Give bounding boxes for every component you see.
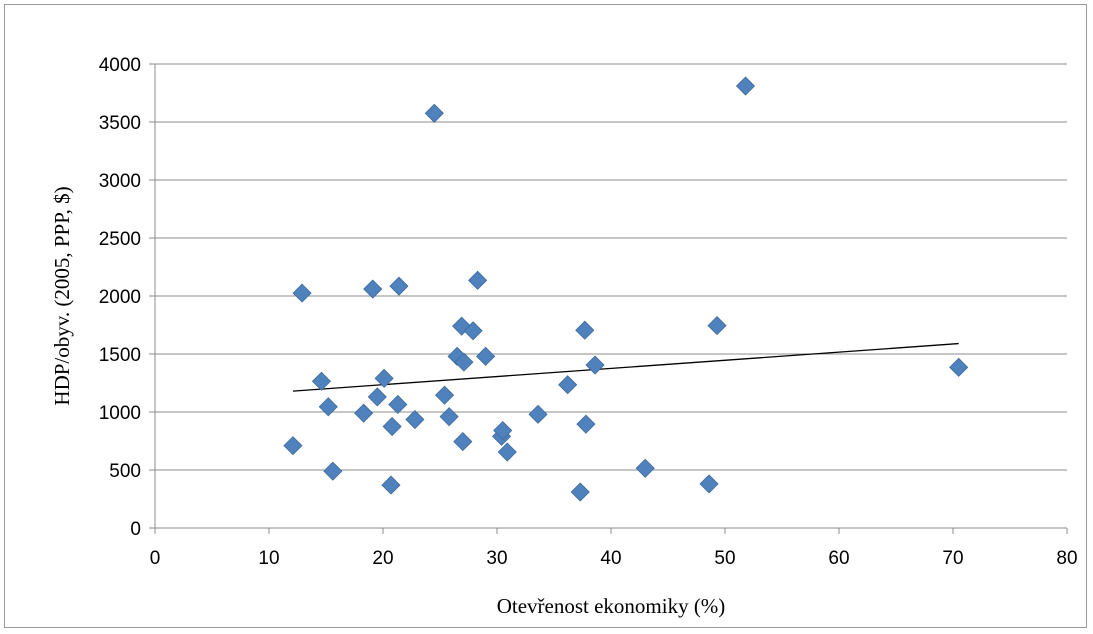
data-point (381, 475, 401, 495)
data-point (453, 432, 473, 452)
y-tick-label: 1500 (99, 345, 141, 366)
x-tick-label: 40 (600, 548, 621, 569)
data-point (323, 461, 343, 481)
data-point (497, 442, 517, 462)
data-point (434, 385, 455, 405)
axes (149, 63, 1068, 534)
x-tick-label: 30 (486, 548, 507, 569)
x-tick-label: 20 (372, 548, 393, 569)
data-point (382, 416, 402, 437)
y-tick-label: 0 (130, 519, 141, 540)
data-point (354, 403, 374, 423)
x-tick-label: 10 (258, 548, 279, 569)
x-tick-label: 0 (150, 548, 161, 569)
data-point (283, 436, 303, 456)
data-point (374, 368, 394, 388)
y-tick-label: 3500 (99, 113, 141, 134)
data-point (707, 316, 727, 336)
x-tick-label: 50 (714, 548, 735, 569)
data-point (576, 414, 596, 434)
data-point (735, 76, 756, 96)
data-point (463, 321, 483, 341)
y-tick-labels: 0 500 1000 1500 2000 2500 3000 3500 4000 (99, 55, 141, 540)
y-tick-label: 1000 (99, 403, 141, 424)
x-tick-label: 60 (828, 548, 849, 569)
y-tick-label: 500 (109, 461, 141, 482)
data-point (476, 346, 496, 366)
data-point (367, 387, 387, 407)
data-points (283, 76, 969, 502)
data-point (585, 355, 605, 375)
data-point (699, 474, 719, 494)
x-axis-title: Otevřenost ekonomiky (%) (497, 594, 726, 618)
trendline-group (292, 342, 959, 392)
data-point (949, 357, 969, 377)
data-point (363, 279, 383, 299)
data-point (405, 409, 425, 430)
y-tick-label: 2500 (99, 229, 141, 250)
x-tick-labels: 0 10 20 30 40 50 60 70 80 (150, 548, 1078, 569)
data-point (318, 397, 338, 417)
y-axis-title: HDP/obyv. (2005, PPP, $) (50, 186, 74, 405)
data-point (493, 420, 513, 441)
data-point (424, 103, 444, 123)
data-point (468, 270, 488, 290)
data-point (311, 371, 332, 391)
y-tick-label: 2000 (99, 287, 141, 308)
data-point (454, 352, 474, 372)
y-tick-label: 4000 (99, 55, 141, 76)
data-point (292, 283, 312, 303)
y-tick-label: 3000 (99, 171, 141, 192)
data-point (528, 404, 548, 424)
x-tick-label: 70 (942, 548, 963, 569)
data-point (389, 276, 409, 296)
trendline (292, 342, 959, 392)
data-point (388, 394, 408, 415)
data-point (570, 482, 590, 502)
data-point (439, 407, 459, 427)
chart-frame (4, 4, 1087, 628)
data-point (558, 375, 578, 395)
data-point (635, 458, 655, 478)
x-tick-label: 80 (1056, 548, 1077, 569)
gridlines (155, 63, 1067, 471)
data-point (575, 320, 595, 340)
